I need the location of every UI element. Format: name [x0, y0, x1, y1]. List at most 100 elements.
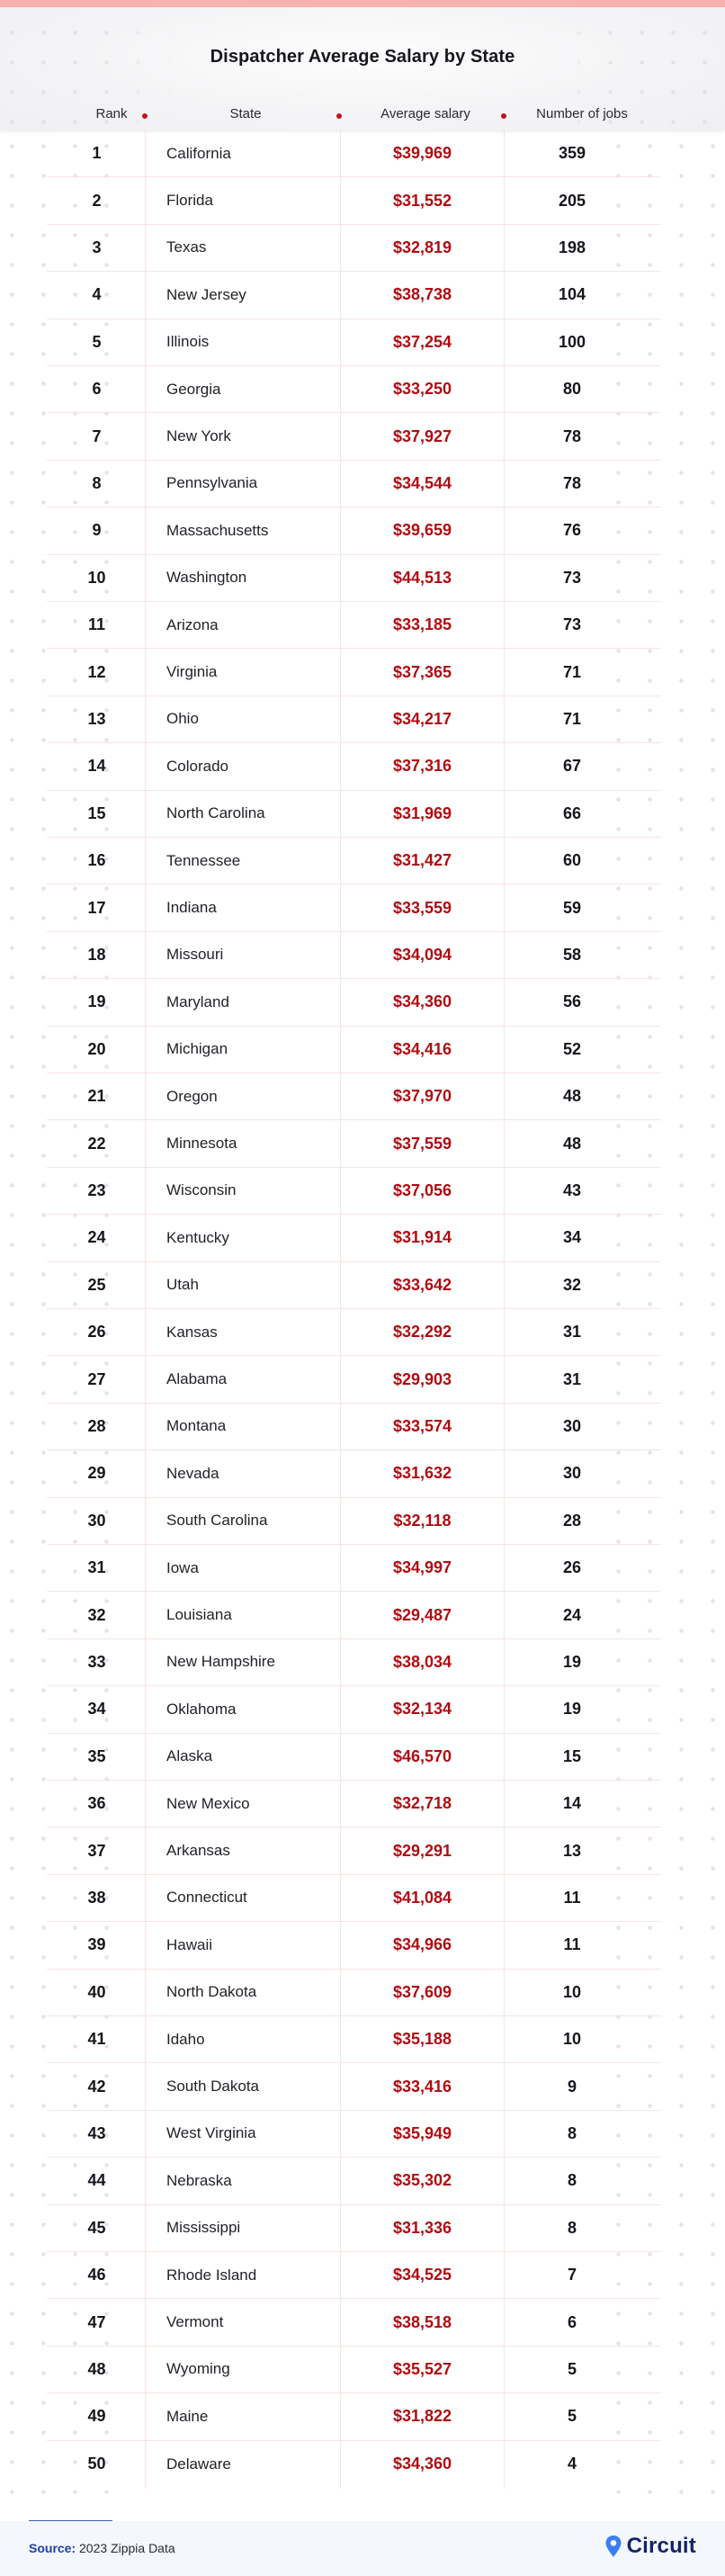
table-row: 49 Maine $31,822 5	[47, 2393, 661, 2441]
table-row: 18 Missouri $34,094 58	[47, 932, 661, 980]
state-cell: New Hampshire	[166, 1653, 275, 1671]
table-row: 27 Alabama $29,903 31	[47, 1356, 661, 1404]
salary-cell: $32,718	[392, 1794, 452, 1813]
jobs-cell: 11	[563, 1935, 581, 1954]
state-cell: North Carolina	[166, 804, 265, 822]
salary-cell: $35,302	[392, 2171, 452, 2190]
salary-cell: $33,559	[392, 898, 452, 917]
jobs-cell: 10	[562, 2030, 582, 2049]
state-cell: South Dakota	[166, 2078, 260, 2096]
salary-cell: $38,738	[392, 285, 452, 304]
jobs-cell: 100	[558, 332, 586, 351]
rank-cell: 50	[87, 2455, 106, 2473]
header-separator-dot-icon	[336, 113, 342, 119]
table-row: 14 Colorado $37,316 67	[47, 743, 661, 791]
table-row: 20 Michigan $34,416 52	[47, 1027, 661, 1073]
state-cell: Missouri	[166, 946, 224, 964]
salary-cell: $33,416	[392, 2077, 452, 2096]
jobs-cell: 34	[562, 1228, 582, 1247]
state-cell: Indiana	[166, 899, 217, 917]
rank-cell: 28	[87, 1416, 106, 1435]
rank-cell: 38	[87, 1888, 106, 1907]
state-cell: Utah	[166, 1276, 199, 1294]
jobs-cell: 71	[562, 662, 582, 681]
state-cell: Idaho	[166, 2030, 205, 2048]
rank-cell: 11	[87, 615, 106, 634]
state-cell: Michigan	[166, 1040, 228, 1058]
brand-name: Circuit	[626, 2534, 696, 2558]
salary-cell: $39,659	[392, 521, 452, 540]
jobs-cell: 8	[567, 2171, 577, 2190]
state-cell: New Jersey	[166, 285, 246, 303]
column-divider	[504, 130, 505, 2489]
table-row: 12 Virginia $37,365 71	[47, 649, 661, 696]
salary-cell: $46,570	[392, 1746, 452, 1765]
rank-cell: 2	[92, 191, 102, 210]
table-row: 35 Alaska $46,570 15	[47, 1734, 661, 1781]
rank-cell: 27	[87, 1369, 106, 1388]
rank-cell: 43	[87, 2123, 106, 2142]
table-row: 3 Texas $32,819 198	[47, 225, 661, 273]
salary-cell: $41,084	[392, 1888, 452, 1907]
table-row: 48 Wyoming $35,527 5	[47, 2347, 661, 2394]
state-cell: Vermont	[166, 2313, 224, 2331]
table-row: 2 Florida $31,552 205	[47, 177, 661, 225]
state-cell: Alabama	[166, 1370, 228, 1388]
jobs-cell: 198	[558, 238, 586, 256]
jobs-cell: 205	[558, 191, 586, 210]
jobs-cell: 9	[567, 2077, 577, 2096]
jobs-cell: 32	[562, 1275, 582, 1294]
state-cell: Wisconsin	[166, 1181, 237, 1199]
salary-cell: $37,365	[392, 662, 452, 681]
state-cell: Arizona	[166, 615, 219, 633]
salary-cell: $32,118	[393, 1511, 452, 1530]
table-row: 15 North Carolina $31,969 66	[47, 791, 661, 838]
table-row: 39 Hawaii $34,966 11	[47, 1922, 661, 1970]
salary-cell: $29,903	[392, 1369, 452, 1388]
footer: Source: 2023 Zippia Data Circuit	[0, 2521, 725, 2576]
rank-cell: 34	[87, 1700, 106, 1719]
table-row: 41 Idaho $35,188 10	[47, 2016, 661, 2064]
state-cell: Kansas	[166, 1323, 218, 1341]
table-row: 37 Arkansas $29,291 13	[47, 1827, 661, 1875]
table-row: 47 Vermont $38,518 6	[47, 2299, 661, 2347]
table-row: 1 California $39,969 359	[47, 130, 661, 178]
jobs-cell: 60	[562, 851, 582, 870]
table-row: 32 Louisiana $29,487 24	[47, 1592, 661, 1639]
rank-cell: 40	[87, 1982, 106, 2001]
rank-cell: 3	[92, 238, 102, 256]
salary-cell: $37,970	[392, 1087, 452, 1106]
table-row: 23 Wisconsin $37,056 43	[47, 1168, 661, 1216]
jobs-cell: 7	[567, 2266, 577, 2284]
table-row: 6 Georgia $33,250 80	[47, 366, 661, 414]
table-header: Dispatcher Average Salary by State Rank …	[0, 7, 725, 130]
jobs-cell: 19	[562, 1652, 582, 1671]
rank-cell: 17	[87, 898, 106, 917]
rank-cell: 33	[87, 1652, 106, 1671]
source-note: Source: 2023 Zippia Data	[29, 2541, 175, 2555]
jobs-cell: 104	[558, 285, 586, 304]
jobs-cell: 359	[558, 144, 586, 163]
state-cell: Oklahoma	[166, 1700, 237, 1718]
salary-cell: $31,427	[392, 851, 452, 870]
jobs-cell: 78	[562, 426, 582, 445]
state-cell: Illinois	[166, 333, 210, 351]
state-cell: Louisiana	[166, 1606, 232, 1624]
salary-cell: $33,574	[392, 1416, 452, 1435]
salary-cell: $37,927	[392, 426, 452, 445]
salary-cell: $34,997	[392, 1558, 452, 1577]
salary-cell: $29,291	[392, 1841, 452, 1860]
salary-cell: $44,513	[392, 568, 452, 587]
state-cell: Wyoming	[166, 2360, 230, 2378]
rank-cell: 37	[87, 1841, 106, 1860]
rank-cell: 36	[87, 1794, 106, 1813]
jobs-cell: 15	[562, 1746, 582, 1765]
salary-cell: $39,969	[392, 144, 452, 163]
salary-cell: $35,188	[392, 2030, 452, 2049]
jobs-cell: 5	[567, 2359, 577, 2378]
salary-cell: $34,966	[392, 1935, 452, 1954]
table-row: 33 New Hampshire $38,034 19	[47, 1639, 661, 1687]
table-row: 45 Mississippi $31,336 8	[47, 2205, 661, 2252]
rank-cell: 42	[87, 2077, 106, 2096]
state-cell: Mississippi	[166, 2219, 241, 2237]
